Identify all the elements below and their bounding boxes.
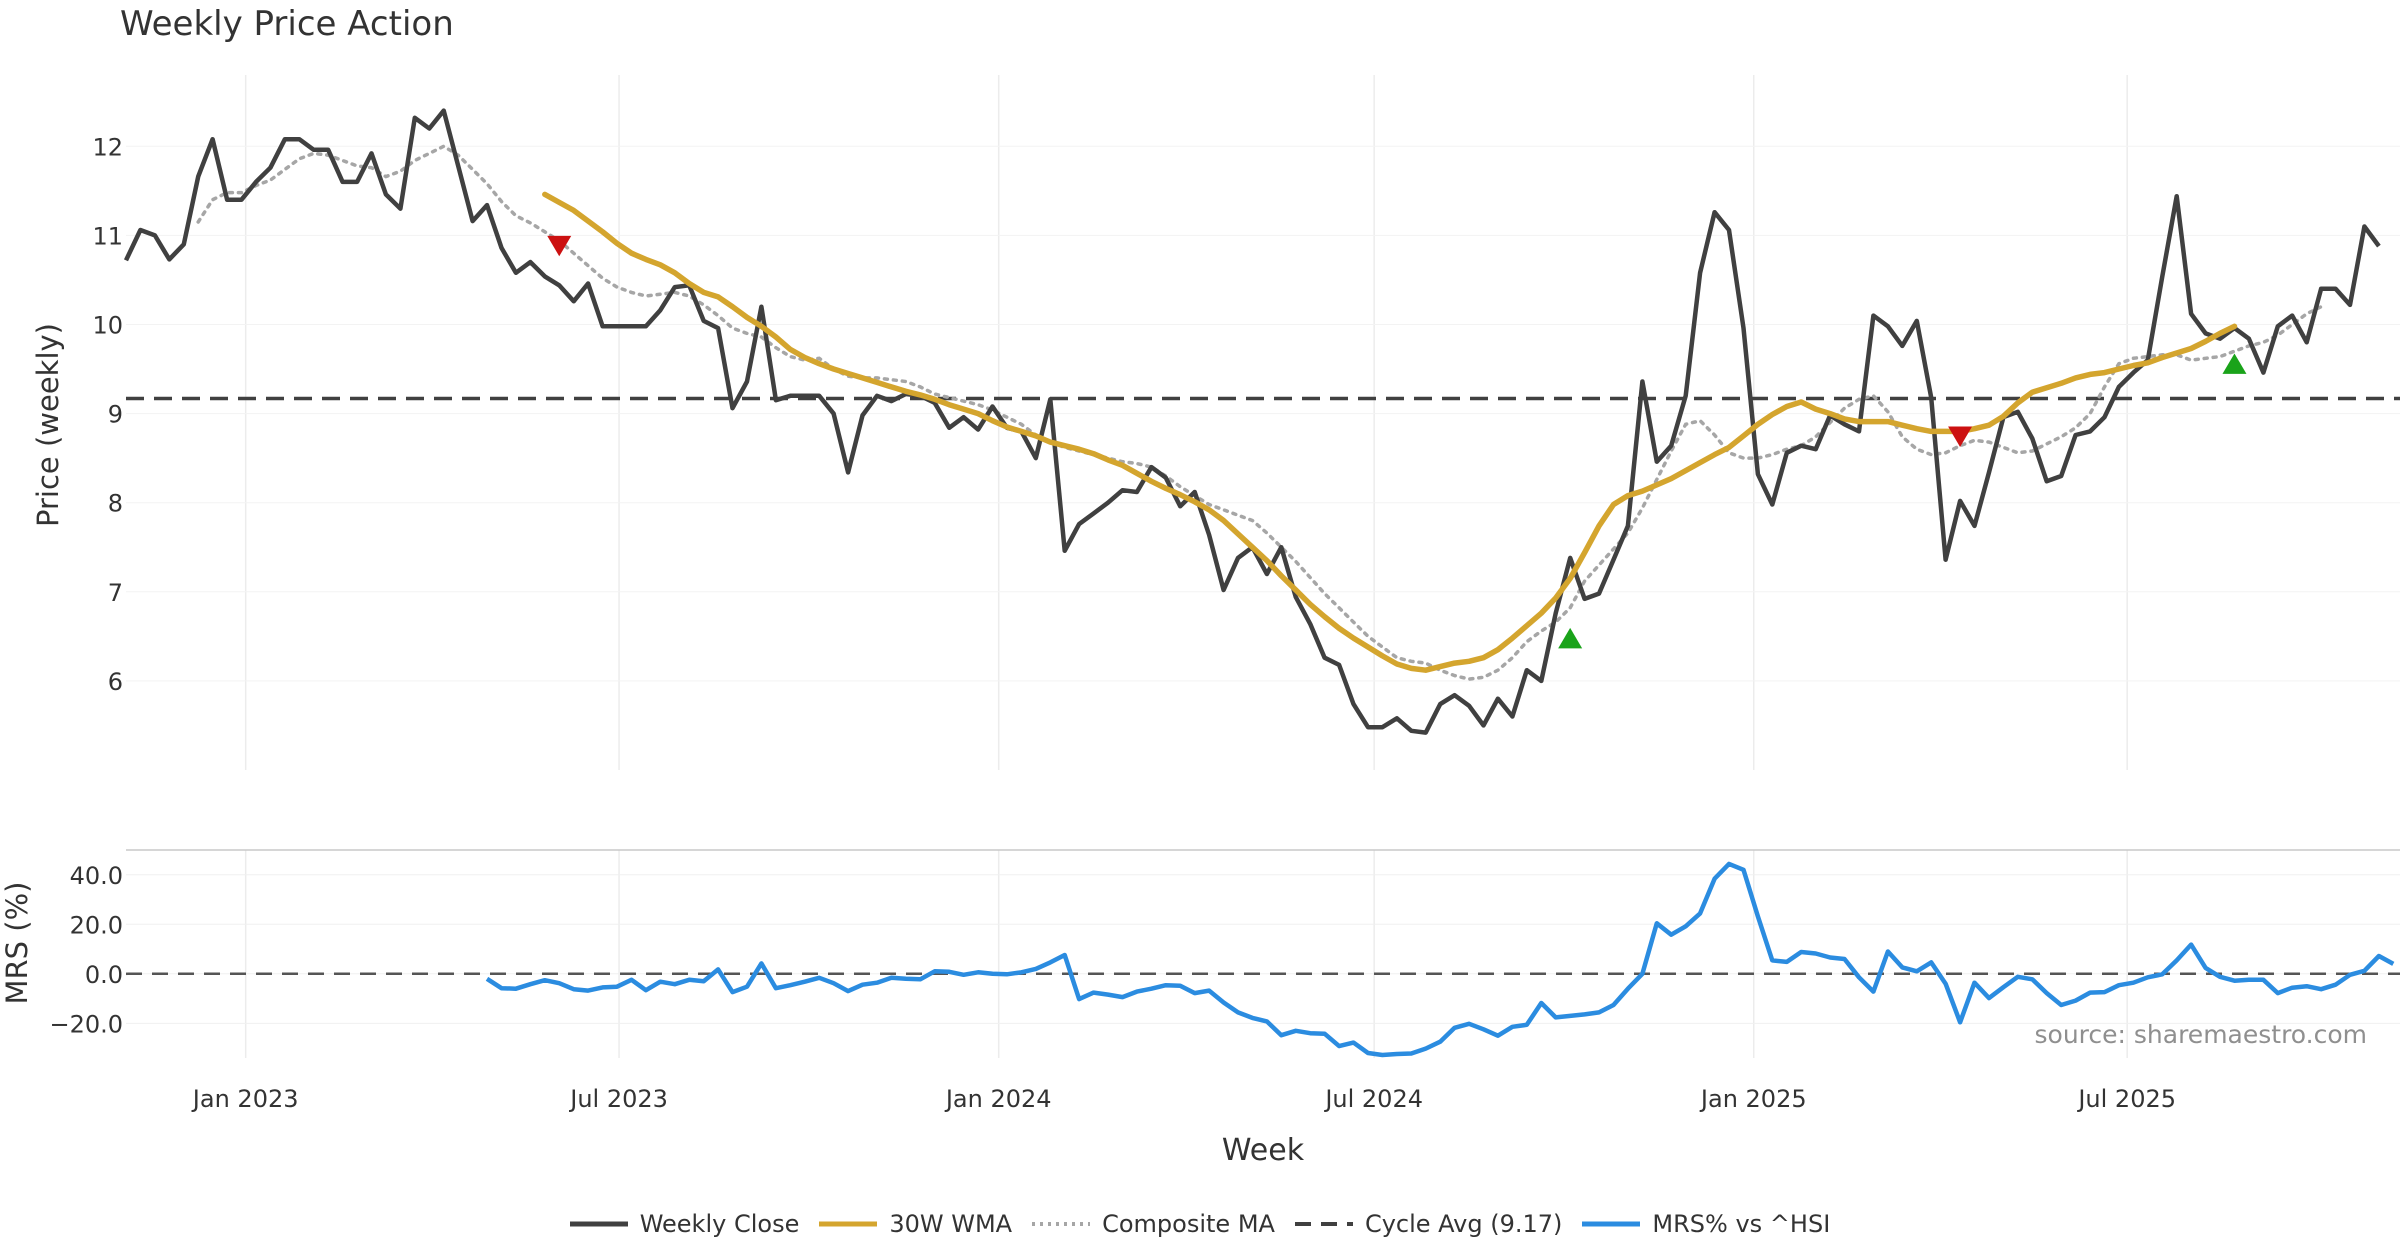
x-tick-label: Jul 2024 — [1323, 1085, 1423, 1113]
y-tick-label-sub: 40.0 — [70, 862, 123, 890]
x-tick-label: Jul 2025 — [2076, 1085, 2176, 1113]
y-tick-label-main: 11 — [92, 222, 123, 250]
x-tick-label: Jan 2023 — [191, 1085, 299, 1113]
y-tick-label-main: 10 — [92, 311, 123, 339]
legend-swatch — [1032, 1222, 1091, 1226]
y-tick-label-main: 7 — [108, 579, 123, 607]
legend-item-30w-wma: 30W WMA — [819, 1210, 1012, 1238]
x-tick-label: Jan 2025 — [1699, 1085, 1807, 1113]
x-tick-label: Jan 2024 — [944, 1085, 1052, 1113]
x-axis-label: Week — [1221, 1133, 1305, 1168]
legend-label: Composite MA — [1102, 1210, 1275, 1238]
sell-signal-marker — [1948, 426, 1973, 447]
legend-label: Weekly Close — [639, 1210, 800, 1238]
sell-signal-marker — [547, 235, 572, 257]
legend-item-mrs: MRS% vs ^HSI — [1582, 1210, 1830, 1238]
y-axis-label-price: Price (weekly) — [31, 322, 65, 528]
legend-swatch — [1582, 1221, 1641, 1227]
y-tick-label-sub: 20.0 — [70, 911, 123, 939]
y-tick-label-sub: 0.0 — [85, 961, 123, 989]
legend-item-weekly-close: Weekly Close — [569, 1210, 800, 1238]
chart-title: Weekly Price Action — [120, 4, 454, 44]
legend-swatch — [819, 1221, 878, 1227]
y-axis-label-mrs: MRS (%) — [0, 881, 34, 1005]
y-tick-label-main: 9 — [108, 401, 123, 429]
y-tick-label-main: 8 — [108, 490, 123, 518]
source-note: source: sharemaestro.com — [2034, 1020, 2368, 1049]
buy-signal-marker — [1558, 627, 1583, 649]
x-tick-label: Jul 2023 — [568, 1085, 668, 1113]
legend-item-cycle-avg: Cycle Avg (9.17) — [1294, 1210, 1563, 1238]
y-tick-label-main: 6 — [108, 668, 123, 696]
legend-item-composite-ma: Composite MA — [1032, 1210, 1275, 1238]
wma-30w-line — [542, 191, 2238, 673]
composite-ma-line — [196, 144, 2323, 681]
y-tick-label-sub: −20.0 — [49, 1010, 123, 1038]
legend-swatch — [569, 1221, 628, 1227]
legend-label: MRS% vs ^HSI — [1652, 1210, 1831, 1238]
y-tick-label-main: 12 — [92, 133, 123, 161]
mrs-line — [485, 861, 2395, 1058]
legend-label: 30W WMA — [889, 1210, 1013, 1238]
buy-signal-marker — [2222, 353, 2247, 374]
legend: Weekly Close 30W WMA Composite MA Cycle … — [0, 1210, 2400, 1238]
weekly-close-line — [123, 108, 2381, 735]
legend-swatch — [1294, 1222, 1353, 1226]
legend-label: Cycle Avg (9.17) — [1364, 1210, 1563, 1238]
